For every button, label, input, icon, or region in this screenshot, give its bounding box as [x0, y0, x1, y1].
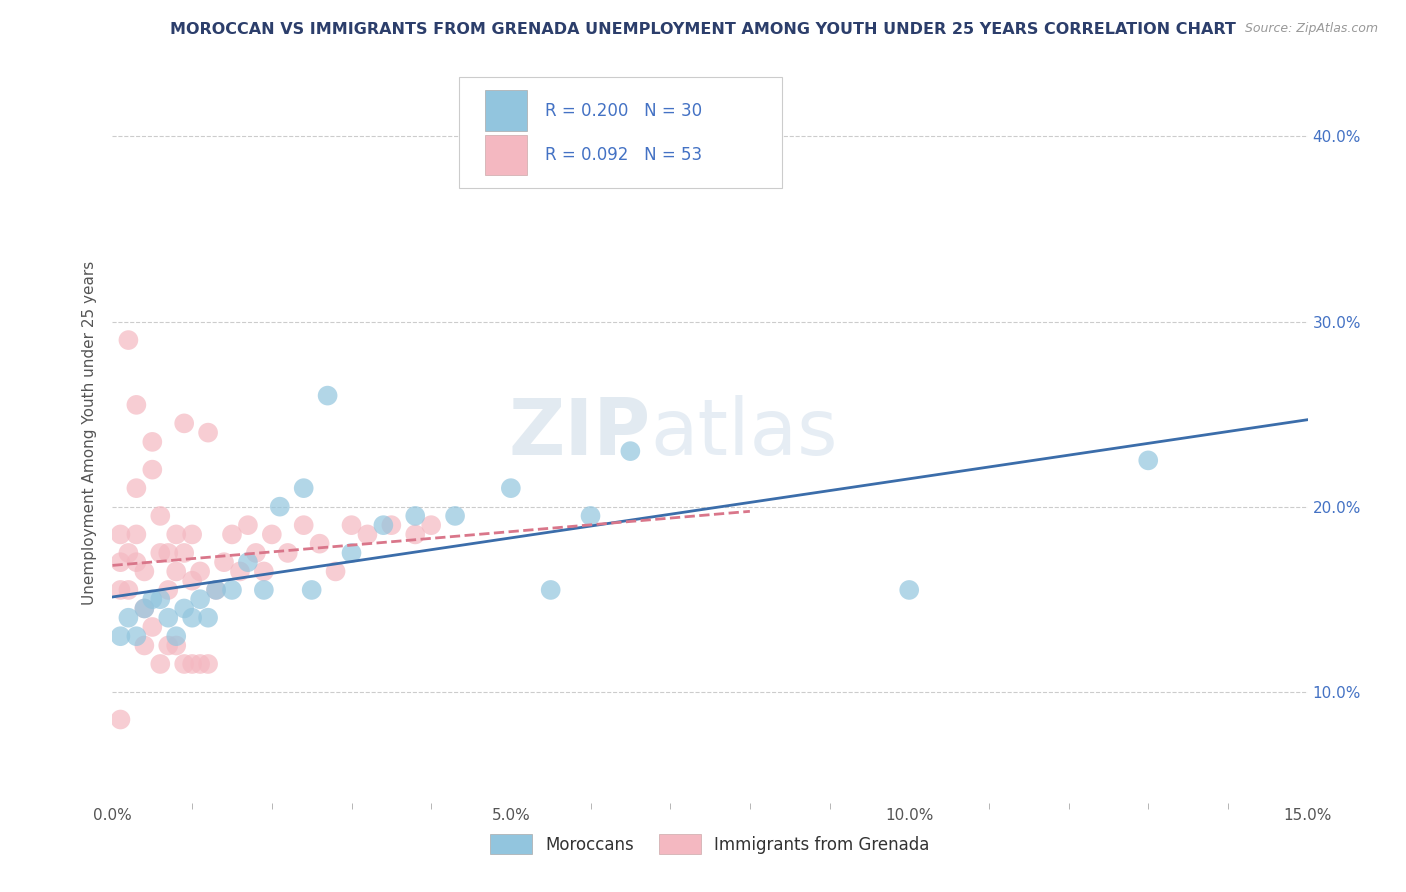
Point [236, 518, 259, 533]
Bar [485, 135, 527, 176]
Point [181, 527, 204, 541]
Point [373, 518, 395, 533]
Point [260, 527, 283, 541]
Point [898, 582, 921, 597]
Point [117, 582, 139, 597]
Point [277, 546, 299, 560]
Point [316, 389, 339, 403]
Text: Source: ZipAtlas.com: Source: ZipAtlas.com [1244, 22, 1378, 36]
Point [173, 601, 195, 615]
Point [301, 582, 323, 597]
Point [125, 481, 148, 495]
Point [197, 425, 219, 440]
Point [221, 527, 243, 541]
Point [404, 508, 426, 523]
Point [110, 527, 132, 541]
Point [149, 592, 172, 607]
Point [212, 555, 235, 569]
Point [197, 610, 219, 624]
Point [292, 481, 315, 495]
Point [579, 508, 602, 523]
Legend: Moroccans, Immigrants from Grenada: Moroccans, Immigrants from Grenada [484, 828, 936, 861]
Point [188, 565, 211, 579]
Point [141, 620, 163, 634]
Point [229, 565, 252, 579]
Point [134, 565, 156, 579]
Point [141, 462, 163, 476]
Point [117, 546, 139, 560]
Text: ZIP: ZIP [508, 394, 651, 471]
Point [173, 417, 195, 431]
Point [157, 546, 180, 560]
Point [181, 657, 204, 671]
Text: atlas: atlas [651, 394, 838, 471]
Point [356, 527, 378, 541]
Point [117, 610, 139, 624]
Point [245, 546, 267, 560]
Point [110, 629, 132, 643]
Y-axis label: Unemployment Among Youth under 25 years: Unemployment Among Youth under 25 years [82, 260, 97, 605]
Point [165, 629, 187, 643]
Point [149, 546, 172, 560]
Point [308, 536, 330, 550]
Point [125, 555, 148, 569]
Point [236, 555, 259, 569]
Point [205, 582, 228, 597]
Point [380, 518, 402, 533]
Point [340, 518, 363, 533]
Point [134, 601, 156, 615]
Point [292, 518, 315, 533]
Bar [485, 90, 527, 131]
Point [141, 592, 163, 607]
Point [181, 574, 204, 588]
Point [149, 508, 172, 523]
Point [499, 481, 522, 495]
Text: MOROCCAN VS IMMIGRANTS FROM GRENADA UNEMPLOYMENT AMONG YOUTH UNDER 25 YEARS CORR: MOROCCAN VS IMMIGRANTS FROM GRENADA UNEM… [170, 22, 1236, 37]
Point [188, 657, 211, 671]
Point [253, 565, 276, 579]
Point [540, 582, 562, 597]
Point [221, 582, 243, 597]
Point [165, 639, 187, 653]
Point [134, 639, 156, 653]
Point [165, 527, 187, 541]
Point [619, 444, 641, 458]
Point [125, 398, 148, 412]
Point [444, 508, 467, 523]
Point [404, 527, 426, 541]
Point [205, 582, 228, 597]
Point [134, 601, 156, 615]
Point [110, 713, 132, 727]
Text: R = 0.200   N = 30: R = 0.200 N = 30 [546, 102, 702, 120]
Point [149, 657, 172, 671]
Point [173, 657, 195, 671]
Point [117, 333, 139, 347]
Point [1137, 453, 1160, 467]
Text: R = 0.092   N = 53: R = 0.092 N = 53 [546, 146, 702, 164]
FancyBboxPatch shape [458, 78, 782, 188]
Point [188, 592, 211, 607]
Point [125, 629, 148, 643]
Point [197, 657, 219, 671]
Point [420, 518, 443, 533]
Point [340, 546, 363, 560]
Point [253, 582, 276, 597]
Point [110, 582, 132, 597]
Point [141, 434, 163, 449]
Point [165, 565, 187, 579]
Point [325, 565, 347, 579]
Point [157, 582, 180, 597]
Point [110, 555, 132, 569]
Point [157, 610, 180, 624]
Point [125, 527, 148, 541]
Point [157, 639, 180, 653]
Point [173, 546, 195, 560]
Point [269, 500, 291, 514]
Point [181, 610, 204, 624]
